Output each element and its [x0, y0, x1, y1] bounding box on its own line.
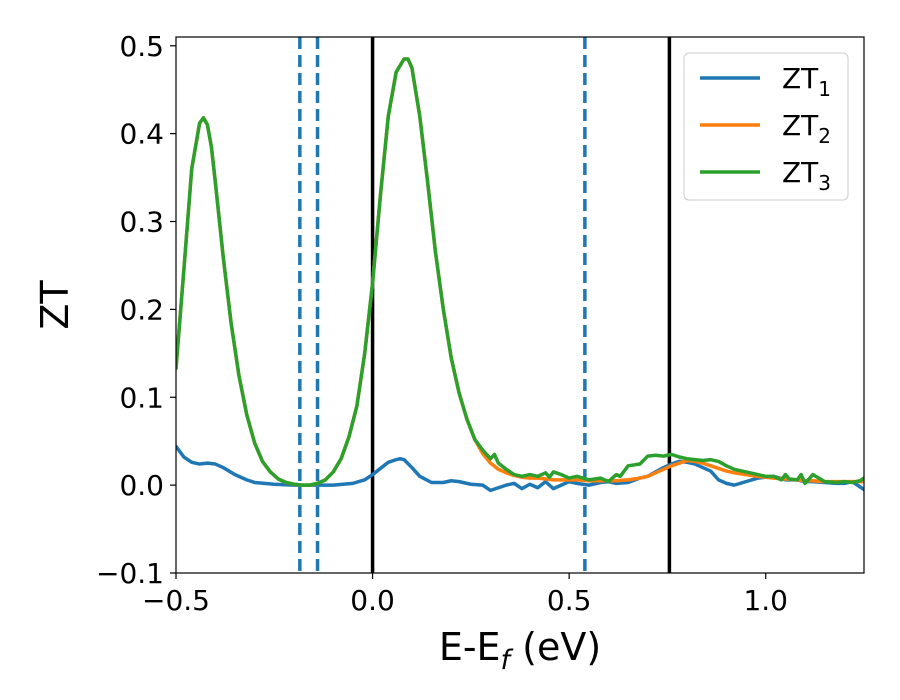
legend-label-zt2: ZT2 [782, 109, 831, 148]
legend-label-subscript: 3 [818, 171, 831, 195]
y-tick-label: 0.1 [119, 381, 164, 414]
x-axis-label-main: E-E [439, 625, 501, 669]
plot-frame [175, 36, 865, 574]
legend-label-zt1: ZT1 [782, 62, 831, 101]
x-tick-label: 0.5 [547, 584, 592, 617]
y-tick-label: 0.0 [119, 469, 164, 502]
y-tick-label: 0.3 [119, 206, 164, 239]
legend-label-main: ZT [782, 109, 819, 142]
series-layer [176, 57, 864, 493]
x-tick-label: −0.5 [142, 584, 210, 617]
x-tick-label: 1.0 [743, 584, 788, 617]
y-tick-label: 0.5 [119, 30, 164, 63]
y-tick-label: 0.4 [119, 118, 164, 151]
legend-label-subscript: 1 [818, 77, 831, 101]
legend-label-main: ZT [782, 156, 819, 189]
x-axis-ticks: −0.5 0.0 0.5 1.0 [142, 573, 788, 617]
series-line-zt3 [176, 57, 864, 487]
y-tick-label: −0.1 [96, 557, 164, 590]
x-axis-label: E-Ef (eV) [439, 625, 601, 676]
x-tick-label: 0.0 [350, 584, 395, 617]
legend-label-subscript: 2 [818, 124, 831, 148]
y-axis-label: ZT [33, 280, 77, 330]
y-tick-label: 0.2 [119, 293, 164, 326]
legend-label-zt3: ZT3 [782, 156, 831, 195]
reference-lines [298, 37, 672, 573]
series-line-zt1 [176, 444, 864, 493]
x-axis-label-suffix: (eV) [510, 625, 601, 669]
legend-label-main: ZT [782, 62, 819, 95]
y-axis-ticks: −0.1 0.0 0.1 0.2 0.3 0.4 0.5 [96, 30, 176, 590]
legend-frame [683, 52, 849, 201]
